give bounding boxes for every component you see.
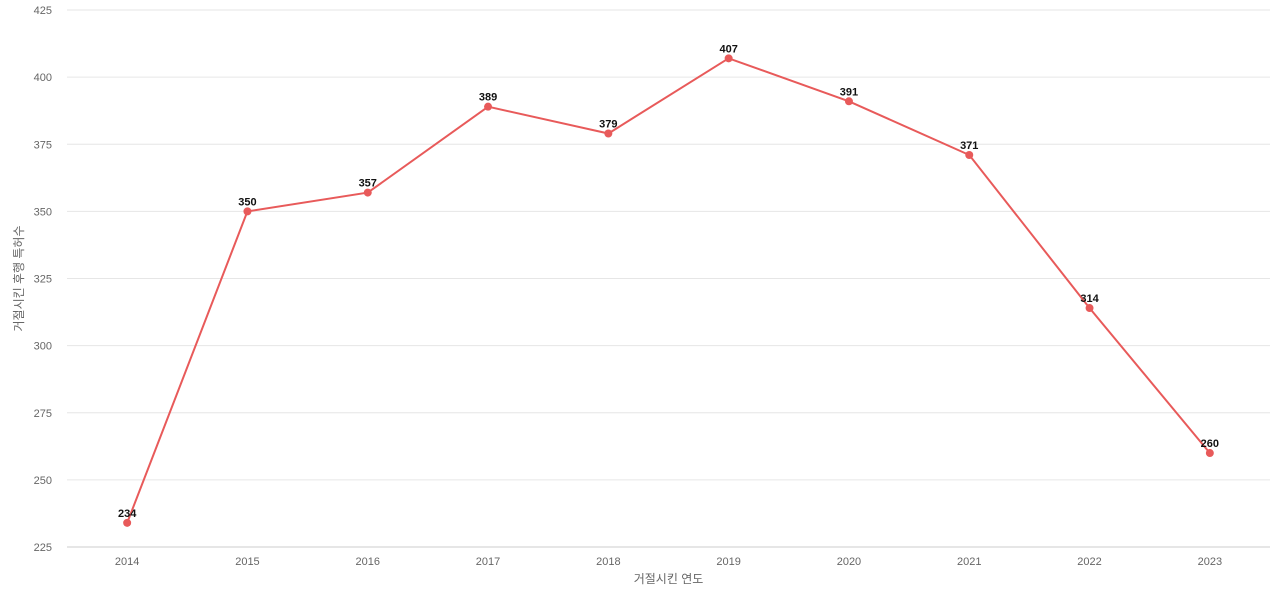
data-label: 357	[359, 178, 377, 190]
data-point	[1085, 304, 1094, 313]
x-tick-label: 2015	[235, 556, 259, 568]
data-point	[965, 150, 974, 159]
y-tick-label: 225	[34, 542, 52, 554]
data-points	[123, 54, 1214, 527]
data-label: 407	[719, 43, 737, 55]
data-point	[1205, 449, 1214, 458]
x-tick-label: 2019	[716, 556, 740, 568]
x-tick-label: 2018	[596, 556, 620, 568]
y-tick-label: 300	[34, 341, 52, 353]
y-tick-label: 425	[34, 5, 52, 17]
y-tick-label: 325	[34, 274, 52, 286]
data-point	[724, 54, 733, 63]
x-tick-label: 2014	[115, 556, 139, 568]
data-label: 389	[479, 92, 497, 104]
x-axis-title: 거절시킨 연도	[634, 572, 704, 586]
data-label: 234	[118, 508, 137, 520]
x-axis-ticks: 2014 2015 2016 2017 2018 2019 2020 2021 2022 2023	[115, 556, 1222, 568]
series-line	[126, 57, 1211, 524]
y-tick-label: 275	[34, 408, 52, 420]
y-axis-title: 거절시킨 후행 특허수	[11, 225, 26, 331]
y-tick-label: 250	[34, 475, 52, 487]
data-label: 260	[1201, 438, 1219, 450]
y-tick-label: 350	[34, 206, 52, 218]
data-point	[604, 129, 613, 138]
y-axis-ticks: 225 250 275 300 325 350 375 400 425	[34, 5, 52, 554]
y-tick-label: 400	[34, 72, 52, 84]
x-tick-label: 2023	[1198, 556, 1222, 568]
data-point	[484, 102, 493, 111]
x-tick-label: 2021	[957, 556, 981, 568]
data-label: 314	[1080, 293, 1099, 305]
data-label: 379	[599, 119, 617, 131]
x-tick-label: 2017	[476, 556, 500, 568]
x-tick-label: 2022	[1077, 556, 1101, 568]
x-tick-label: 2016	[356, 556, 380, 568]
data-point	[243, 207, 252, 216]
data-label: 391	[840, 86, 858, 98]
gridlines	[67, 9, 1270, 481]
x-tick-label: 2020	[837, 556, 861, 568]
data-labels: 234 350 357 389 379 407 391 371 314 260	[118, 43, 1219, 520]
y-tick-label: 375	[34, 139, 52, 151]
data-label: 350	[238, 196, 256, 208]
data-point	[363, 188, 372, 197]
data-point	[123, 518, 132, 527]
data-label: 371	[960, 140, 978, 152]
data-point	[844, 97, 853, 106]
